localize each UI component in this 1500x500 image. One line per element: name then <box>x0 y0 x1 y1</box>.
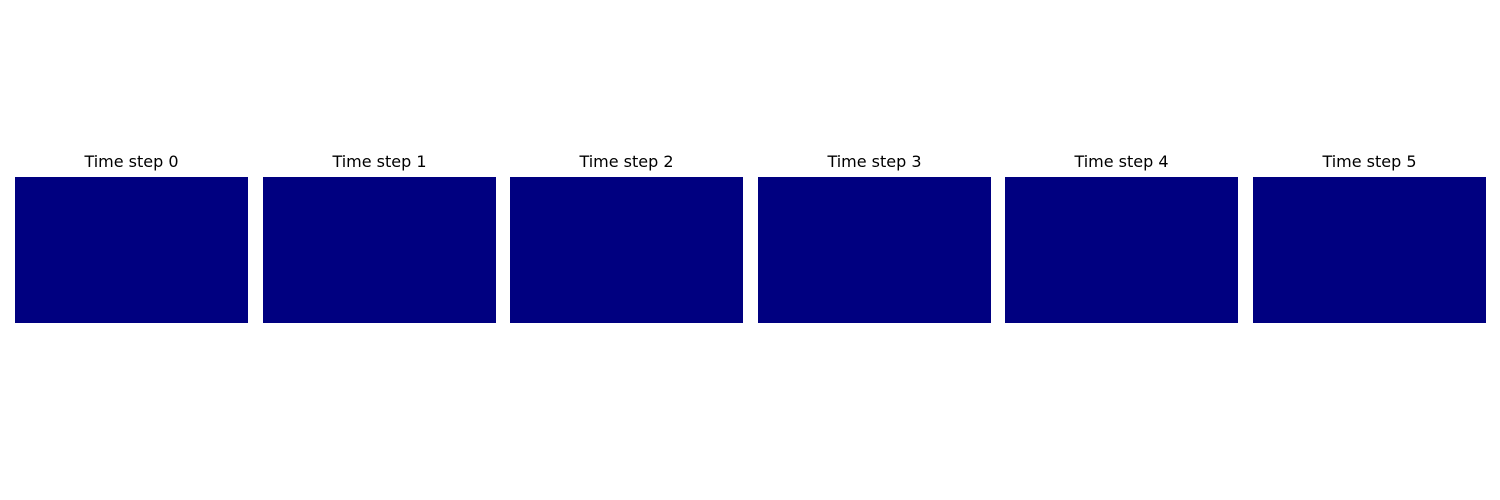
heatmap-image <box>263 177 496 323</box>
panel-time-step-4: Time step 4 <box>1005 150 1238 323</box>
heatmap-image <box>1005 177 1238 323</box>
heatmap-image <box>15 177 248 323</box>
panel-title: Time step 1 <box>332 152 427 171</box>
panel-time-step-2: Time step 2 <box>510 150 743 323</box>
panel-time-step-3: Time step 3 <box>758 150 991 323</box>
panel-title: Time step 0 <box>84 152 179 171</box>
panel-time-step-0: Time step 0 <box>15 150 248 323</box>
heatmap-image <box>758 177 991 323</box>
panel-time-step-1: Time step 1 <box>263 150 496 323</box>
panel-title: Time step 2 <box>579 152 674 171</box>
panel-title: Time step 4 <box>1074 152 1169 171</box>
heatmap-image <box>1253 177 1486 323</box>
heatmap-image <box>510 177 743 323</box>
panel-title: Time step 3 <box>827 152 922 171</box>
panel-time-step-5: Time step 5 <box>1253 150 1486 323</box>
panel-title: Time step 5 <box>1322 152 1417 171</box>
